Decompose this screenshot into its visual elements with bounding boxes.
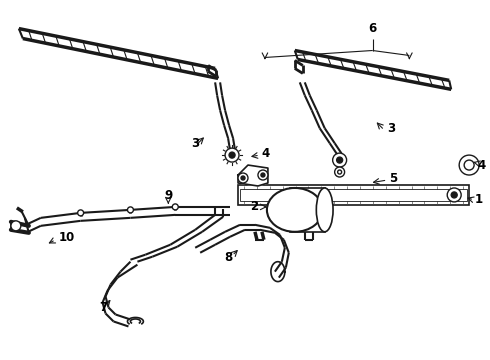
Circle shape — [172, 204, 178, 210]
Circle shape — [451, 192, 457, 198]
Circle shape — [447, 188, 461, 202]
Text: 3: 3 — [191, 137, 199, 150]
FancyBboxPatch shape — [290, 188, 325, 232]
Text: 5: 5 — [390, 171, 398, 185]
Circle shape — [335, 167, 344, 177]
Circle shape — [258, 170, 268, 180]
Circle shape — [337, 157, 343, 163]
Text: 1: 1 — [475, 193, 483, 206]
Circle shape — [11, 221, 21, 231]
Circle shape — [77, 210, 84, 216]
Text: 7: 7 — [99, 301, 108, 314]
Text: 3: 3 — [388, 122, 395, 135]
Polygon shape — [238, 165, 268, 186]
Text: 4: 4 — [262, 147, 270, 159]
Circle shape — [464, 160, 474, 170]
Circle shape — [127, 207, 133, 213]
Ellipse shape — [317, 188, 333, 232]
FancyBboxPatch shape — [238, 185, 469, 205]
Circle shape — [261, 173, 265, 177]
Circle shape — [238, 173, 248, 183]
Circle shape — [241, 176, 245, 180]
FancyBboxPatch shape — [240, 189, 467, 201]
Text: 9: 9 — [164, 189, 172, 202]
Circle shape — [459, 155, 479, 175]
Text: 10: 10 — [59, 231, 75, 244]
Ellipse shape — [267, 188, 323, 232]
Text: 8: 8 — [224, 251, 232, 264]
Text: 6: 6 — [368, 22, 377, 35]
Circle shape — [225, 148, 239, 162]
Circle shape — [338, 170, 342, 174]
Text: 2: 2 — [250, 201, 258, 213]
Circle shape — [229, 152, 235, 158]
Text: 4: 4 — [477, 158, 485, 172]
Circle shape — [333, 153, 346, 167]
